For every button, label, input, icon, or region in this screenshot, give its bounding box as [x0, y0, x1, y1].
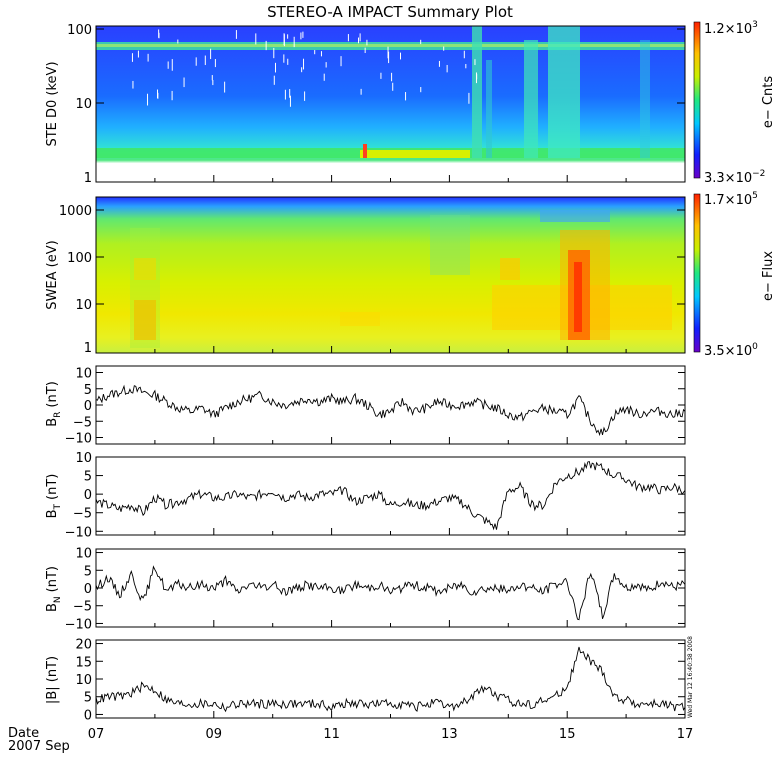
swea-tick-100: 100: [67, 251, 92, 266]
plot-title: STEREO-A IMPACT Summary Plot: [267, 3, 513, 21]
y-tick-label: 0: [84, 708, 92, 723]
line-panel-frame: [95, 365, 686, 445]
y-tick-label: −5: [73, 600, 92, 615]
x-tick-label: 11: [323, 727, 340, 742]
y-tick-label: 0: [84, 488, 92, 503]
ste-colorbar-max: 1.2×103: [704, 20, 758, 37]
y-tick-label: 15: [75, 655, 92, 670]
x-tick-label: 15: [559, 727, 576, 742]
swea-tick-1000: 1000: [59, 204, 92, 219]
ste-y-axis: 100 10 1: [67, 23, 685, 186]
x-tick-label: 07: [88, 727, 105, 742]
swea-colorbar: [693, 193, 701, 353]
x-tick-label: 17: [677, 727, 694, 742]
y-tick-label: −5: [73, 415, 92, 430]
y-tick-label: 5: [84, 564, 92, 579]
y-tick-label: −10: [65, 617, 92, 632]
y-tick-label: 5: [84, 470, 92, 485]
br-y-label: BR(nT): [45, 381, 63, 427]
y-tick-label: 20: [75, 638, 92, 653]
y-tick-label: 10: [75, 547, 92, 562]
y-tick-label: 5: [84, 383, 92, 398]
ste-colorbar-label: e− Cnts: [761, 76, 776, 128]
x-axis: 07 09 11 13 15 17: [88, 727, 694, 742]
y-tick-label: −10: [65, 432, 92, 447]
series-line: [95, 384, 686, 437]
series-line: [95, 461, 686, 531]
line-panel-frame: [95, 639, 686, 719]
x-tick-label: 09: [206, 727, 223, 742]
ste-y-label: STE D0 (keV): [45, 61, 60, 146]
ste-speckles: [131, 29, 478, 107]
y-tick-label: 0: [84, 582, 92, 597]
ste-tick-100: 100: [67, 23, 92, 38]
y-tick-label: 10: [75, 451, 92, 466]
y-tick-label: 0: [84, 399, 92, 414]
y-tick-label: −5: [73, 507, 92, 522]
y-tick-label: −10: [65, 525, 92, 540]
swea-colorbar-label: e− Flux: [761, 251, 776, 301]
line-panel-frame: [95, 456, 686, 536]
series-line: [95, 646, 686, 713]
series-line: [95, 565, 686, 621]
y-tick-label: 5: [84, 691, 92, 706]
swea-colorbar-max: 1.7×105: [704, 191, 758, 208]
swea-y-label: SWEA (eV): [45, 240, 60, 309]
swea-tick-10: 10: [75, 298, 92, 313]
swea-heatmap: [96, 197, 685, 353]
generation-timestamp: Wed Mar 12 16:40:38 2008: [687, 636, 694, 718]
date-value: 2007 Sep: [8, 739, 70, 754]
line-panel-3: 10 5 0 −5 −10: [65, 451, 686, 540]
bn-y-label: BN(nT): [45, 566, 63, 612]
y-tick-label: 10: [75, 673, 92, 688]
line-panel-5: 20 15 10 5 0: [75, 638, 686, 723]
bmag-y-label: |B| (nT): [45, 656, 60, 704]
ste-tick-10: 10: [75, 97, 92, 112]
y-tick-label: 10: [75, 367, 92, 382]
x-tick-label: 13: [441, 727, 458, 742]
ste-colorbar-min: 3.3×10−2: [704, 169, 765, 186]
swea-tick-1: 1: [84, 341, 92, 356]
ste-colorbar: [693, 21, 701, 179]
ste-heatmap: [96, 26, 685, 182]
line-panel-4: 10 5 0 −5 −10: [65, 547, 686, 632]
bt-y-label: BT(nT): [45, 474, 63, 519]
ste-tick-1: 1: [84, 171, 92, 186]
swea-colorbar-min: 3.5×100: [704, 342, 758, 359]
swea-y-axis: 1000 100 10 1: [59, 204, 685, 356]
date-label: Date: [8, 726, 39, 741]
